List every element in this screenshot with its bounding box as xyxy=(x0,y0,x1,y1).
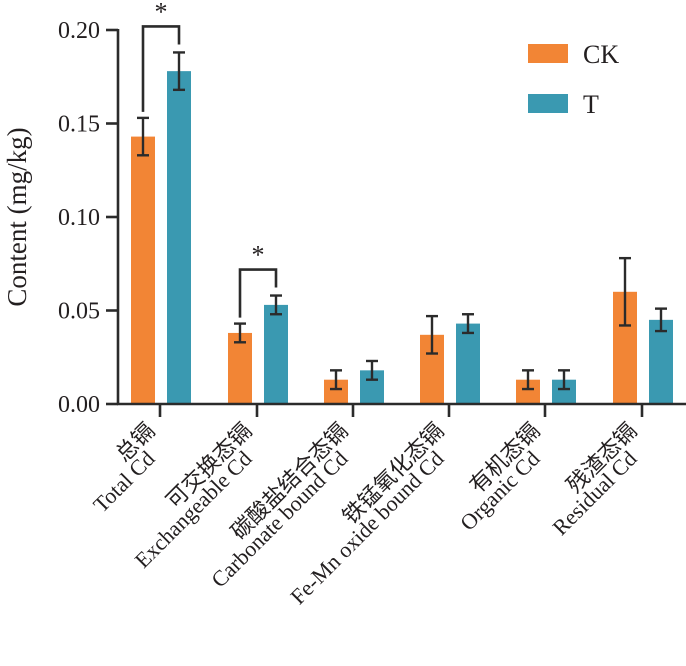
y-tick-label: 0.00 xyxy=(58,392,100,418)
error-bar-ck xyxy=(522,369,534,391)
bar-ck xyxy=(131,136,155,404)
error-bars xyxy=(137,51,667,391)
y-tick-label: 0.10 xyxy=(58,205,100,231)
error-bar-t xyxy=(366,359,378,381)
bar-t xyxy=(167,71,191,404)
error-bar-ck xyxy=(426,314,438,355)
bar-ck xyxy=(228,332,252,404)
bars xyxy=(131,71,673,404)
significance-star: * xyxy=(155,0,168,26)
significance-bracket xyxy=(238,268,278,318)
significance-bracket xyxy=(141,25,181,112)
significance-annotations: ** xyxy=(141,0,278,318)
legend: CK T xyxy=(528,40,619,119)
error-bar-t xyxy=(655,307,667,333)
error-bar-ck xyxy=(330,369,342,391)
legend-swatch xyxy=(528,44,568,63)
error-bar-t xyxy=(270,294,282,316)
error-bar-t xyxy=(558,369,570,391)
error-bar-ck xyxy=(234,322,246,344)
legend-swatch xyxy=(528,94,568,113)
legend-label: T xyxy=(583,90,599,119)
legend-item-ck: CK xyxy=(528,40,619,69)
axes xyxy=(116,29,686,417)
y-axis-title: Content (mg/kg) xyxy=(2,127,32,306)
error-bar-ck xyxy=(619,256,631,327)
bar-t xyxy=(264,304,288,404)
y-axis-ticks: 0.00 0.05 0.10 0.15 0.20 xyxy=(58,18,118,418)
error-bar-t xyxy=(462,313,474,335)
bar-t xyxy=(649,319,673,404)
bar-t xyxy=(456,323,480,404)
error-bar-t xyxy=(173,51,185,92)
legend-item-t: T xyxy=(528,90,599,119)
y-tick-label: 0.20 xyxy=(58,18,100,44)
legend-label: CK xyxy=(583,40,619,69)
y-tick-label: 0.15 xyxy=(58,112,100,138)
y-tick-label: 0.05 xyxy=(58,299,100,325)
error-bar-ck xyxy=(137,116,149,157)
significance-star: * xyxy=(252,241,265,270)
